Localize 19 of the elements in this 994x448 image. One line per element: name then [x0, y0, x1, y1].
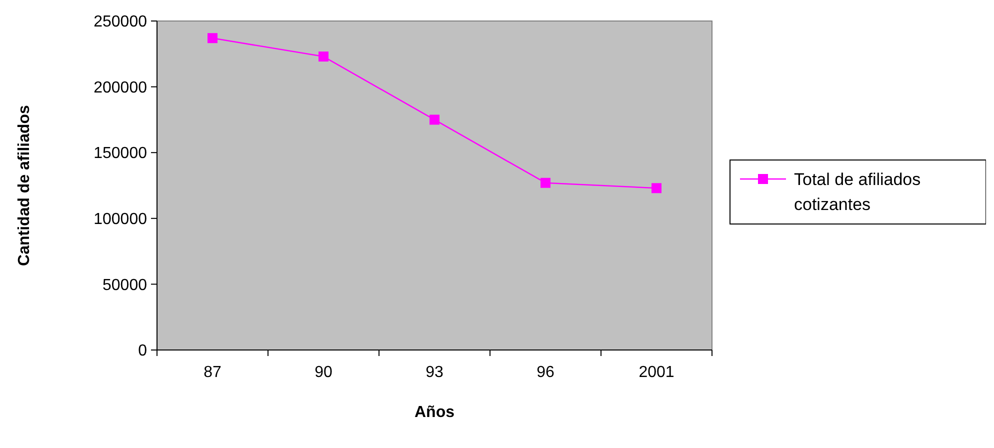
y-tick-label: 150000: [94, 145, 148, 162]
y-axis-title: Cantidad de afiliados: [16, 104, 33, 266]
y-tick-label: 0: [138, 342, 148, 360]
x-tick-label: 87: [204, 364, 222, 381]
point: [430, 114, 440, 125]
point: [318, 52, 328, 62]
x-tick-label: 90: [314, 364, 332, 381]
x-axis-title: Años: [414, 404, 455, 421]
x-tick-label: 2001: [638, 364, 674, 381]
y-tick-label: 200000: [94, 79, 148, 96]
y-tick-label: 250000: [94, 14, 148, 31]
point: [540, 178, 550, 188]
x-tick-label: 93: [426, 364, 444, 381]
x-tick-label: 96: [536, 364, 554, 381]
y-tick-label: 50000: [102, 276, 148, 294]
point: [208, 33, 218, 44]
y-tick-label: 100000: [94, 211, 148, 228]
legend-label: Total de afiliados cotizantes: [794, 170, 921, 214]
point: [652, 183, 662, 194]
